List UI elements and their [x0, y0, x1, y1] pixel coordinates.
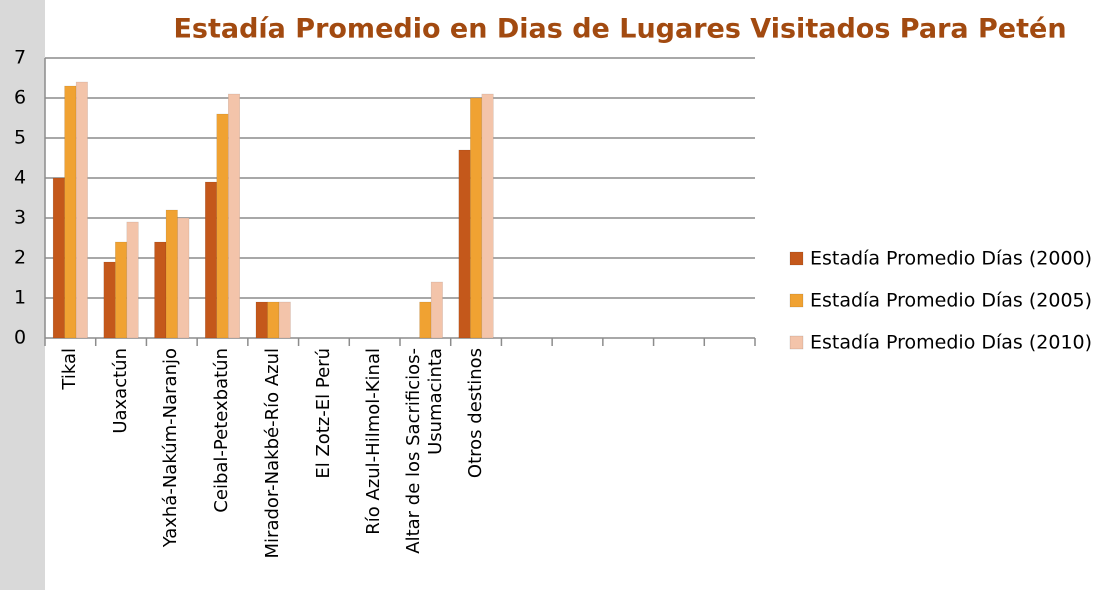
x-tick-label: Altar de los Sacrificios-Usumacinta	[403, 348, 447, 554]
x-tick-label: Uaxactún	[110, 348, 132, 434]
x-tick-label: Otros destinos	[465, 348, 487, 479]
y-tick-label: 4	[14, 167, 26, 189]
x-tick-label: El Zotz-El Perú	[312, 348, 334, 479]
legend-label: Estadía Promedio Días (2000)	[810, 248, 1092, 270]
bar	[267, 301, 280, 339]
y-tick-label: 5	[14, 127, 26, 149]
x-tick-label: Yaxhá-Nakúm-Naranjo	[160, 348, 182, 548]
legend-swatch	[789, 251, 804, 266]
bar	[177, 217, 190, 339]
bar	[458, 149, 471, 339]
y-tick-label: 0	[14, 327, 26, 349]
x-tick-label: Ceibal-Petexbatún	[211, 348, 233, 513]
bar	[103, 261, 116, 339]
legend-swatch	[789, 293, 804, 308]
bar	[75, 81, 88, 339]
bar	[470, 97, 483, 339]
y-tick-label: 6	[14, 87, 26, 109]
axis-strip	[0, 0, 45, 590]
legend-label: Estadía Promedio Días (2010)	[810, 332, 1092, 354]
bar	[126, 221, 139, 339]
x-tick-label: Tikal	[59, 348, 81, 390]
bar	[278, 301, 291, 339]
bar	[154, 241, 167, 339]
bar	[430, 281, 443, 339]
bar	[419, 301, 432, 339]
x-tick-label: Mirador-Nakbé-Río Azul	[262, 348, 284, 559]
y-tick-label: 2	[14, 247, 26, 269]
x-tick-label: Río Azul-Hilmol-Kinal	[363, 348, 385, 535]
bar	[228, 93, 240, 339]
bar	[216, 113, 229, 339]
y-tick-label: 1	[14, 287, 26, 309]
bar	[115, 241, 128, 339]
y-tick-label: 7	[14, 47, 26, 69]
legend-label: Estadía Promedio Días (2005)	[810, 290, 1092, 312]
legend-swatch	[789, 335, 804, 350]
bar	[165, 209, 178, 339]
chart-title: Estadía Promedio en Dias de Lugares Visi…	[173, 14, 1066, 45]
bar	[481, 93, 494, 339]
bar	[205, 181, 217, 339]
bar	[255, 301, 268, 339]
y-tick-label: 3	[14, 207, 26, 229]
bar	[52, 177, 65, 339]
bar	[64, 85, 77, 339]
